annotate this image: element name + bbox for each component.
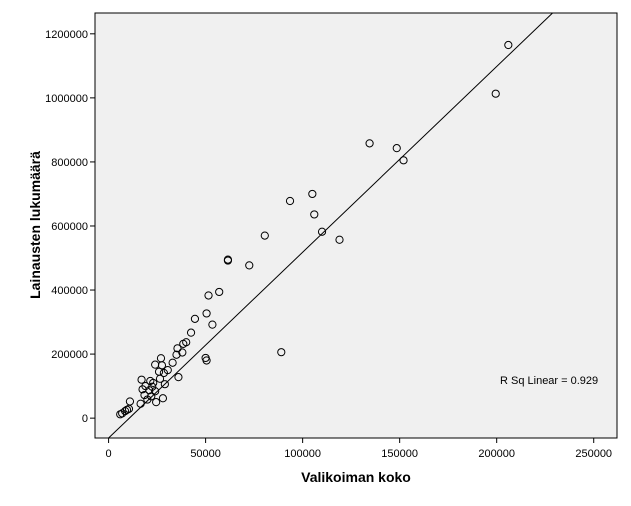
y-axis-title: Lainausten lukumäärä bbox=[27, 151, 43, 299]
x-tick-label: 0 bbox=[106, 448, 112, 460]
data-point bbox=[152, 398, 161, 407]
data-point bbox=[151, 387, 160, 396]
data-point bbox=[204, 291, 213, 300]
data-point bbox=[202, 309, 211, 318]
r-squared-annotation: R Sq Linear = 0.929 bbox=[500, 375, 598, 387]
data-point bbox=[173, 344, 182, 353]
y-tick-label: 0 bbox=[82, 413, 88, 425]
data-point bbox=[310, 210, 319, 219]
x-tick-label: 250000 bbox=[575, 448, 612, 460]
x-tick-label: 50000 bbox=[190, 448, 221, 460]
data-point bbox=[223, 256, 233, 265]
data-point bbox=[155, 374, 165, 383]
data-point bbox=[159, 368, 168, 378]
x-axis-title: Valikoiman koko bbox=[301, 469, 411, 485]
data-point bbox=[365, 139, 374, 148]
data-point bbox=[179, 339, 188, 348]
y-tick-label: 200000 bbox=[51, 349, 88, 361]
x-tick-label: 100000 bbox=[284, 448, 321, 460]
data-point bbox=[143, 395, 152, 404]
x-tick-label: 150000 bbox=[381, 448, 418, 460]
data-point bbox=[174, 373, 183, 382]
data-point bbox=[160, 380, 169, 389]
data-point bbox=[149, 378, 158, 388]
data-point bbox=[145, 386, 154, 395]
data-point bbox=[317, 227, 327, 236]
fit-line bbox=[108, 12, 553, 439]
y-tick-label: 1000000 bbox=[45, 93, 88, 105]
y-tick-label: 1200000 bbox=[45, 29, 88, 41]
data-point bbox=[308, 189, 317, 199]
data-point bbox=[245, 261, 254, 270]
data-point bbox=[392, 144, 401, 153]
data-point bbox=[504, 40, 513, 50]
y-tick-label: 400000 bbox=[51, 285, 88, 297]
data-point bbox=[186, 328, 196, 337]
data-point bbox=[260, 231, 269, 240]
y-tick-label: 600000 bbox=[51, 221, 88, 233]
data-point bbox=[190, 314, 200, 323]
data-point bbox=[172, 350, 181, 359]
x-tick-label: 200000 bbox=[478, 448, 515, 460]
data-point bbox=[285, 196, 295, 206]
data-point bbox=[158, 394, 168, 403]
data-point bbox=[178, 348, 187, 357]
data-point bbox=[208, 320, 217, 329]
data-point bbox=[136, 399, 145, 408]
data-point bbox=[168, 358, 177, 367]
data-point bbox=[202, 356, 211, 365]
y-tick-label: 800000 bbox=[51, 157, 88, 169]
data-point bbox=[399, 156, 408, 165]
data-point bbox=[116, 410, 125, 419]
data-point bbox=[277, 348, 286, 357]
data-point bbox=[491, 89, 500, 98]
data-point bbox=[137, 375, 146, 384]
data-point bbox=[335, 235, 344, 244]
data-point bbox=[215, 287, 224, 297]
